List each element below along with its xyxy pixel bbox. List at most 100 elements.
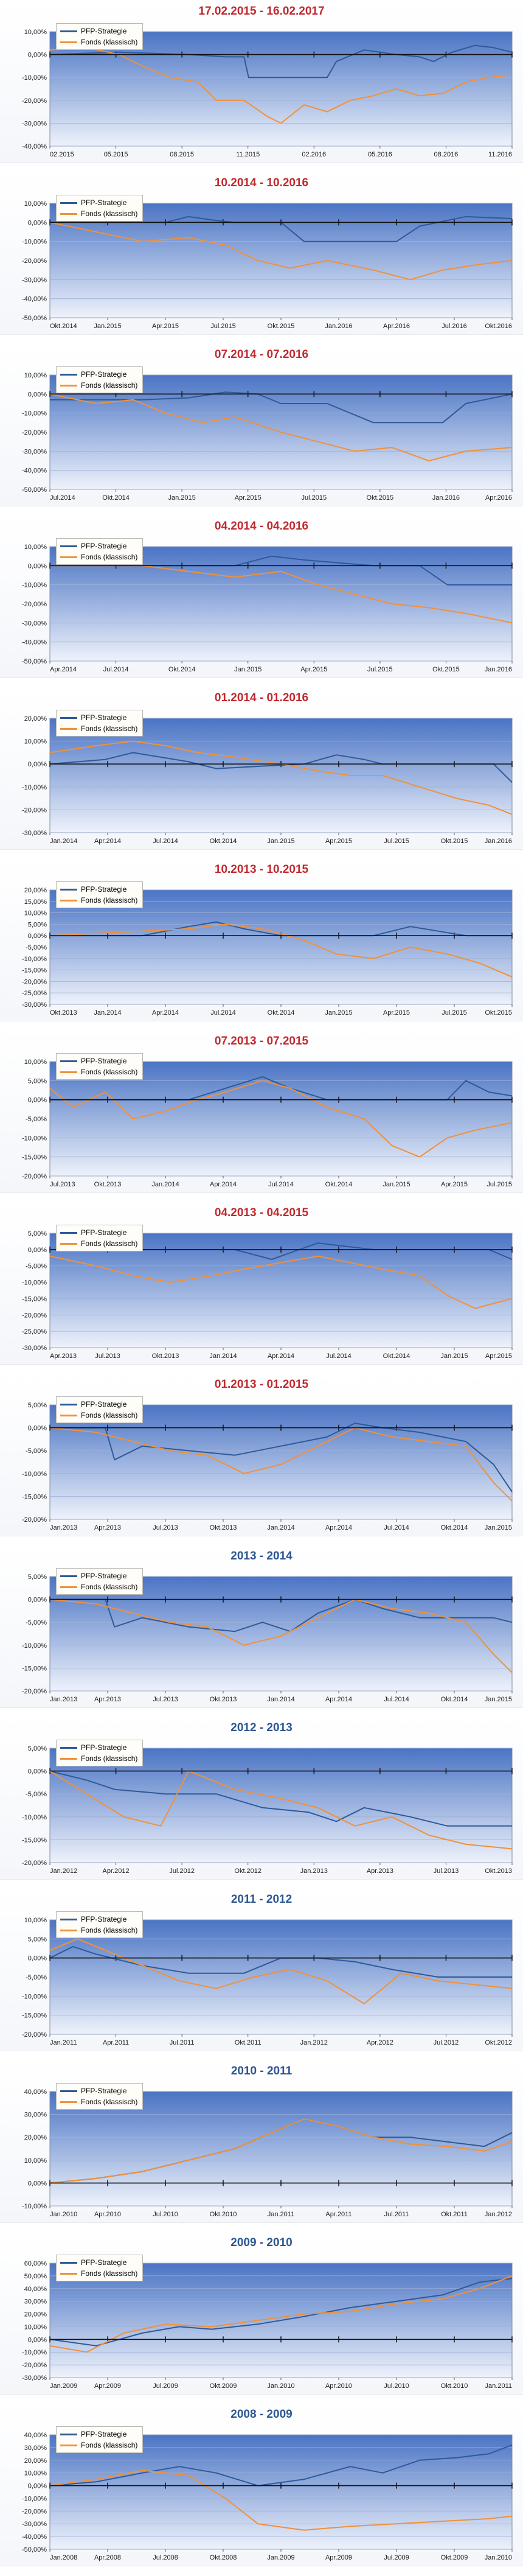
y-tick-label: 10,00% — [24, 1917, 47, 1924]
x-tick-label: Jan.2009 — [267, 2554, 294, 2561]
legend-entry: PFP-Strategie — [60, 884, 137, 895]
y-tick-label: -15,00% — [22, 1836, 47, 1844]
legend-swatch — [60, 716, 77, 719]
x-tick-label: Jul.2013 — [434, 1867, 459, 1875]
x-tick-label: Apr.2010 — [94, 2211, 121, 2218]
legend-entry: Fonds (klassisch) — [60, 895, 137, 906]
y-tick-label: -10,00% — [22, 1814, 47, 1821]
x-tick-label: Apr.2012 — [367, 2039, 393, 2046]
chart-svg: 20,00%10,00%0,00%-10,00%-20,00%-30,00%Ja… — [22, 715, 513, 845]
y-tick-label: 30,00% — [24, 2298, 47, 2306]
x-tick-label: Jan.2014 — [209, 1353, 237, 1360]
legend-entry: Fonds (klassisch) — [60, 723, 137, 734]
plot-area — [49, 31, 513, 147]
legend: PFP-Strategie Fonds (klassisch) — [56, 1225, 144, 1251]
y-tick-label: 10,00% — [24, 372, 47, 379]
y-tick-label: -50,00% — [22, 2546, 47, 2553]
y-tick-label: 20,00% — [24, 887, 47, 894]
legend-label: PFP-Strategie — [81, 1228, 127, 1237]
series-line-fonds — [49, 222, 513, 281]
y-tick-label: -15,00% — [22, 967, 47, 975]
y-tick-label: -20,00% — [22, 1516, 47, 1524]
legend-entry: PFP-Strategie — [60, 712, 137, 723]
x-tick-label: Jan.2014 — [267, 1696, 294, 1703]
y-tick-label: 0,00% — [28, 2180, 47, 2187]
chart-panel: 10.2013 - 10.2015 20,00% 15,00% 10,00% 5,00%… — [0, 858, 523, 1021]
x-tick-label: Okt.2014 — [50, 323, 77, 330]
legend: PFP-Strategie Fonds (klassisch) — [56, 366, 144, 393]
x-tick-label: Apr.2008 — [94, 2554, 121, 2561]
chart-svg: 5,00% 0,00% -5,00% -10,00% -15,00% -20,00% -25… — [22, 1230, 513, 1360]
x-tick-label: Jul.2014 — [103, 666, 129, 673]
x-tick-label: 05.2016 — [368, 151, 392, 158]
series-line-fonds — [49, 1938, 513, 2004]
legend-swatch — [60, 556, 77, 558]
y-tick-label: -5,00% — [26, 1791, 47, 1798]
x-tick-label: Jan.2016 — [432, 494, 460, 502]
chart-title: 10.2014 - 10.2016 — [214, 177, 309, 189]
chart-panel: 04.2013 - 04.2015 5,00% 0,00% -5,00% -10,00%… — [0, 1202, 523, 1365]
y-tick-label: 5,00% — [28, 1936, 47, 1943]
y-tick-label: -15,00% — [22, 2012, 47, 2020]
x-tick-label: Okt.2015 — [485, 1009, 512, 1017]
x-tick-label: Jul.2014 — [210, 1009, 236, 1017]
legend-entry: Fonds (klassisch) — [60, 208, 137, 219]
legend-label: Fonds (klassisch) — [81, 724, 138, 733]
chart-title: 2012 - 2013 — [230, 1721, 293, 1734]
legend-label: PFP-Strategie — [81, 1743, 127, 1752]
x-tick-label: Okt.2015 — [441, 838, 468, 845]
series-line-fonds — [49, 1080, 513, 1158]
series-line-fonds — [49, 47, 513, 124]
series-line-pfp — [49, 2278, 513, 2347]
x-tick-label: Okt.2013 — [94, 1181, 122, 1188]
legend-entry: Fonds (klassisch) — [60, 551, 137, 562]
y-tick-label: 20,00% — [24, 2457, 47, 2465]
y-tick-label: -15,00% — [22, 1154, 47, 1161]
x-tick-label: Apr.2011 — [325, 2211, 352, 2218]
x-tick-label: Okt.2015 — [432, 666, 460, 673]
y-tick-label: -40,00% — [22, 143, 47, 150]
series-line-fonds — [50, 565, 513, 624]
chart-svg: 10,00%0,00%-10,00%-20,00%-30,00%-40,00%0… — [22, 29, 513, 158]
legend-label: PFP-Strategie — [81, 1572, 127, 1580]
y-tick-label: -20,00% — [22, 97, 47, 105]
legend: PFP-Strategie Fonds (klassisch) — [56, 23, 144, 50]
y-tick-label: -40,00% — [22, 639, 47, 646]
y-tick-label: -5,00% — [26, 1116, 47, 1123]
x-tick-label: Okt.2014 — [441, 1524, 468, 1531]
legend-label: PFP-Strategie — [81, 2430, 127, 2438]
y-tick-label: -30,00% — [22, 120, 47, 127]
legend-swatch — [60, 2433, 77, 2435]
legend-entry: PFP-Strategie — [60, 541, 137, 551]
x-tick-label: Jan.2013 — [50, 1696, 77, 1703]
y-tick-label: -15,00% — [22, 1493, 47, 1500]
legend-label: Fonds (klassisch) — [81, 38, 138, 46]
legend-label: Fonds (klassisch) — [81, 1068, 138, 1076]
chart-svg: 5,00%0,00%-5,00%-10,00%-15,00%-20,00%Jan… — [22, 1573, 513, 1703]
y-tick-label: 5,00% — [28, 1745, 47, 1752]
chart-panel: 04.2014 - 04.2016 10,00% 0,00% -10,00% -20,0… — [0, 515, 523, 678]
legend-label: PFP-Strategie — [81, 1400, 127, 1409]
chart-title: 04.2014 - 04.2016 — [214, 520, 309, 533]
x-tick-label: Apr.2009 — [94, 2382, 121, 2390]
y-tick-label: 10,00% — [24, 2323, 47, 2331]
series-line-fonds — [49, 1427, 513, 1502]
x-tick-label: Jul.2014 — [384, 1696, 409, 1703]
series-line-pfp — [50, 391, 513, 424]
y-tick-label: -20,00% — [22, 2508, 47, 2515]
y-tick-label: -5,00% — [26, 1263, 47, 1270]
y-tick-label: 20,00% — [24, 2134, 47, 2141]
legend-swatch — [60, 201, 77, 204]
y-tick-label: -25,00% — [22, 1328, 47, 1335]
legend-swatch — [60, 1231, 77, 1234]
x-tick-label: Apr.2016 — [383, 323, 410, 330]
series-line-pfp — [50, 1423, 513, 1493]
chart-svg: 10,00% 0,00% -10,00% -20,00% -30,00% -40,00% -… — [22, 200, 513, 330]
x-tick-label: Apr.2014 — [152, 1009, 179, 1017]
y-tick-label: -10,00% — [22, 1471, 47, 1478]
y-tick-label: -30,00% — [22, 620, 47, 627]
chart-panel: 2010 - 2011 40,00% 30,00% 20,00% 10,00% 0,00%… — [0, 2060, 523, 2223]
y-tick-label: 5,00% — [28, 1402, 47, 1409]
x-tick-label: 02.2016 — [302, 151, 326, 158]
series-line-pfp — [50, 1598, 513, 1633]
